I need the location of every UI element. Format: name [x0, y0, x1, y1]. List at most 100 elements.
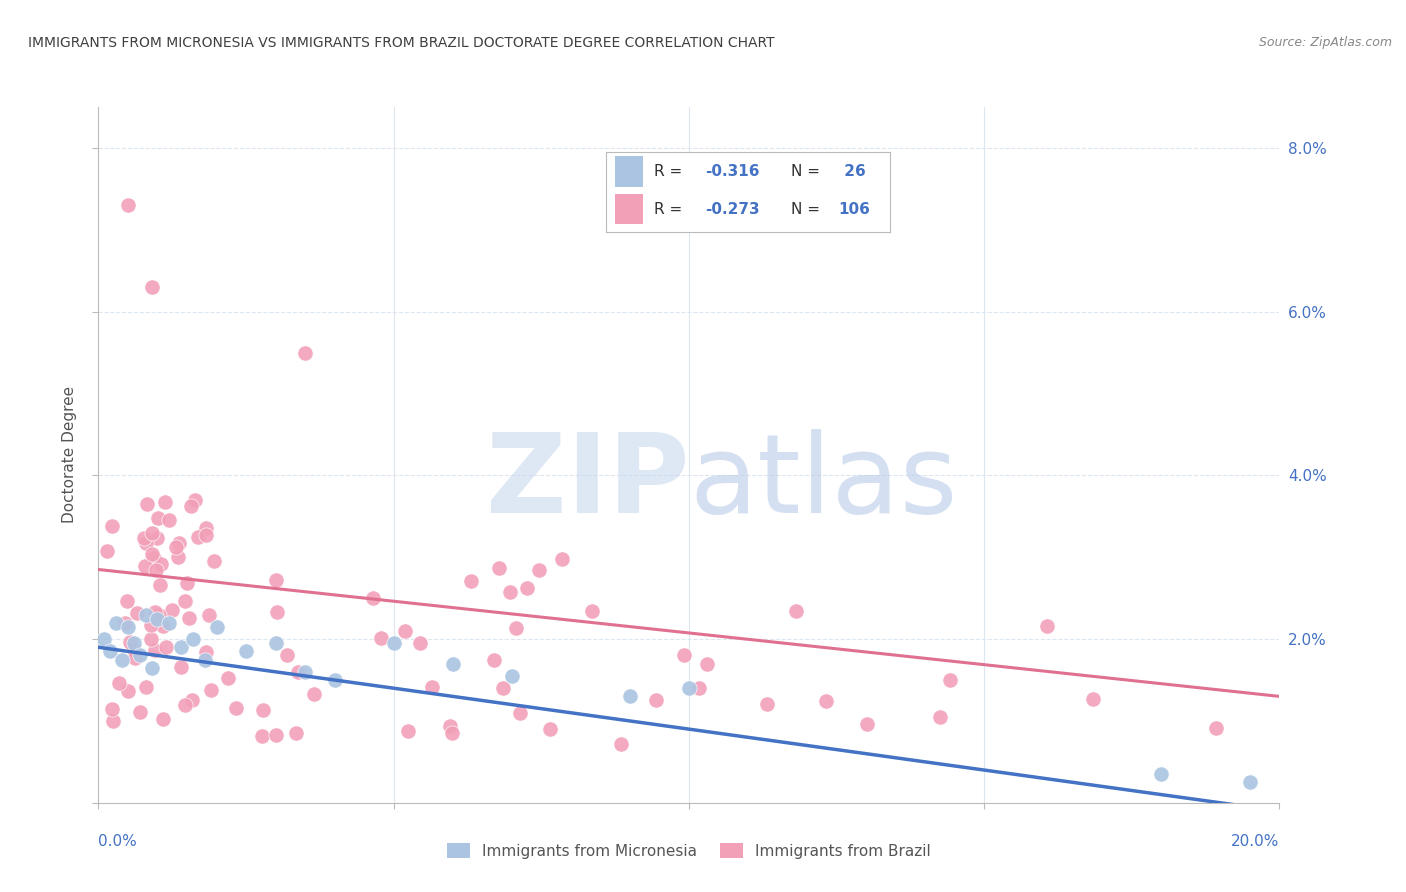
Point	[409, 636, 432, 650]
Point	[117, 620, 139, 634]
Point	[756, 697, 779, 711]
Point	[287, 665, 309, 680]
Point	[93, 632, 115, 646]
Point	[1081, 692, 1104, 706]
Point	[145, 563, 167, 577]
Point	[111, 652, 134, 666]
Text: 26: 26	[839, 164, 866, 179]
Point	[501, 669, 523, 683]
Text: R =: R =	[654, 202, 688, 217]
Point	[205, 620, 228, 634]
Point	[1205, 721, 1227, 735]
Point	[294, 345, 316, 359]
Point	[815, 694, 838, 708]
Point	[678, 681, 700, 696]
Point	[581, 605, 603, 619]
Point	[146, 612, 169, 626]
Point	[117, 198, 139, 212]
Point	[516, 581, 538, 595]
Point	[157, 615, 180, 630]
Point	[146, 510, 169, 524]
Point	[96, 544, 118, 558]
Point	[174, 698, 197, 712]
Text: R =: R =	[654, 164, 688, 179]
Point	[276, 648, 298, 662]
Point	[157, 513, 180, 527]
Point	[1239, 775, 1261, 789]
Point	[181, 632, 204, 646]
Point	[128, 648, 150, 663]
Point	[460, 574, 482, 589]
Point	[551, 551, 574, 566]
Point	[195, 527, 218, 541]
Point	[217, 671, 239, 685]
Point	[152, 712, 174, 726]
Point	[302, 687, 325, 701]
Point	[143, 605, 166, 619]
Point	[492, 681, 515, 696]
Point	[141, 280, 163, 294]
Point	[235, 644, 257, 658]
Text: Source: ZipAtlas.com: Source: ZipAtlas.com	[1258, 36, 1392, 49]
Point	[141, 661, 163, 675]
Point	[132, 532, 155, 546]
Point	[266, 728, 288, 742]
Point	[250, 729, 273, 743]
Text: -0.273: -0.273	[706, 202, 761, 217]
Point	[177, 611, 200, 625]
Point	[323, 673, 346, 687]
Point	[170, 640, 193, 655]
Point	[167, 549, 190, 564]
Point	[266, 605, 288, 619]
Point	[128, 705, 150, 719]
Point	[136, 497, 159, 511]
Text: IMMIGRANTS FROM MICRONESIA VS IMMIGRANTS FROM BRAZIL DOCTORATE DEGREE CORRELATIO: IMMIGRANTS FROM MICRONESIA VS IMMIGRANTS…	[28, 36, 775, 50]
Point	[143, 643, 166, 657]
Point	[153, 495, 176, 509]
Text: 20.0%: 20.0%	[1232, 834, 1279, 849]
Point	[527, 564, 550, 578]
Point	[361, 591, 384, 606]
Point	[538, 723, 561, 737]
Point	[135, 680, 157, 694]
Point	[396, 723, 419, 738]
Point	[141, 525, 163, 540]
Bar	[614, 194, 643, 224]
Point	[124, 650, 146, 665]
Point	[195, 645, 218, 659]
Point	[696, 657, 718, 672]
Text: ZIP: ZIP	[485, 429, 689, 536]
Text: -0.316: -0.316	[706, 164, 761, 179]
Point	[939, 673, 962, 687]
Point	[929, 709, 952, 723]
Point	[488, 561, 510, 575]
Point	[284, 726, 307, 740]
Point	[195, 521, 218, 535]
Point	[117, 594, 139, 608]
Point	[382, 636, 405, 650]
Point	[176, 576, 198, 591]
Point	[252, 703, 274, 717]
Point	[856, 716, 879, 731]
Text: atlas: atlas	[689, 429, 957, 536]
Point	[610, 738, 633, 752]
Point	[439, 719, 461, 733]
Point	[169, 536, 191, 550]
Point	[180, 693, 202, 707]
Point	[1150, 767, 1173, 781]
Legend: Immigrants from Micronesia, Immigrants from Brazil: Immigrants from Micronesia, Immigrants f…	[441, 837, 936, 864]
Point	[370, 632, 392, 646]
Point	[169, 660, 191, 674]
Point	[148, 608, 170, 623]
Point	[441, 726, 464, 740]
Point	[187, 531, 209, 545]
Point	[139, 617, 162, 632]
Text: 106: 106	[839, 202, 870, 217]
Point	[146, 532, 169, 546]
Point	[117, 684, 139, 698]
Point	[135, 607, 157, 622]
Point	[180, 499, 202, 513]
Point	[1036, 619, 1059, 633]
Point	[101, 714, 124, 728]
Point	[174, 594, 197, 608]
